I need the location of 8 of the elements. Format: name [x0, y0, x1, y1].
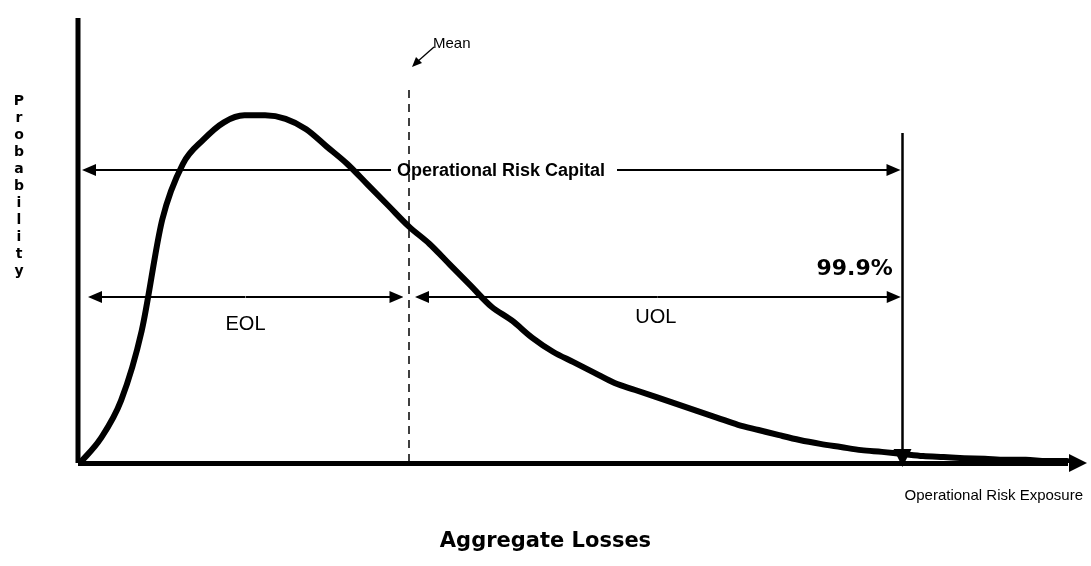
y-axis-title: Probability [10, 92, 28, 279]
annotation: UOL [634, 305, 678, 328]
annotation: EOL [224, 312, 267, 335]
annotation: 99.9% [816, 255, 893, 280]
text: Mean [433, 34, 471, 51]
x-axis-title: Aggregate Losses [438, 528, 653, 552]
text: Operational Risk Exposure [904, 486, 1083, 503]
annotation: Operational Risk Capital [397, 160, 606, 181]
